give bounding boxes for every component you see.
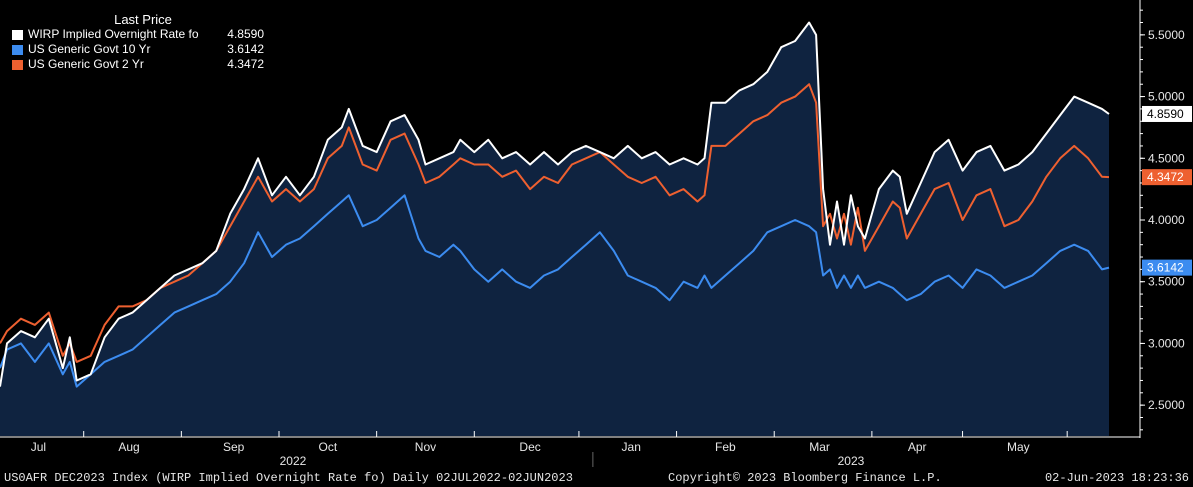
area-fill — [0, 22, 1110, 436]
y-tick-label: 5.5000 — [1148, 28, 1185, 42]
footer-timestamp: 02-Jun-2023 18:23:36 — [1044, 471, 1189, 485]
x-year-label: 2023 — [838, 454, 865, 467]
footer-security-info: US0AFR DEC2023 Index (WIRP Implied Overn… — [4, 471, 573, 485]
last-value-label-govt10: 3.6142 — [1142, 259, 1192, 276]
last-value-text: 4.8590 — [1147, 107, 1184, 121]
legend-header: Last Price — [114, 12, 172, 27]
y-tick-label: 4.0000 — [1148, 213, 1185, 227]
legend-label: US Generic Govt 2 Yr — [28, 57, 144, 71]
last-value-box — [1142, 169, 1192, 186]
last-value-box — [1142, 259, 1192, 276]
x-month-label: Apr — [908, 440, 927, 454]
footer-copyright: Copyright© 2023 Bloomberg Finance L.P. — [668, 471, 942, 485]
legend-value: 3.6142 — [227, 42, 264, 56]
last-value-box — [1142, 105, 1192, 122]
footer-bar: US0AFR DEC2023 Index (WIRP Implied Overn… — [0, 467, 1193, 487]
x-month-label: Feb — [715, 440, 736, 454]
x-year-label: 2022 — [280, 454, 307, 467]
legend-label: US Generic Govt 10 Yr — [28, 42, 151, 56]
legend-swatch — [12, 30, 23, 40]
last-value-text: 4.3472 — [1147, 170, 1184, 184]
legend: Last Price WIRP Implied Overnight Rate f… — [4, 8, 272, 82]
series-line-govt10 — [0, 194, 1110, 388]
x-month-label: Sep — [223, 440, 245, 454]
y-tick-label: 5.0000 — [1148, 90, 1185, 104]
y-tick-label: 4.5000 — [1148, 151, 1185, 165]
legend-item-govt10: US Generic Govt 10 Yr 3.6142 — [4, 42, 272, 57]
yield-chart: 2.5000 3.0000 3.5000 4.0000 4.5000 5.0000 5.50… — [0, 0, 1192, 467]
legend-value: 4.8590 — [227, 27, 264, 41]
series-line-wirp — [0, 21, 1110, 387]
legend-swatch — [12, 60, 23, 70]
x-month-label: Mar — [809, 440, 830, 454]
y-tick-label: 3.5000 — [1148, 275, 1185, 289]
legend-swatch — [12, 45, 23, 55]
last-value-label-wirp: 4.8590 — [1142, 105, 1192, 122]
x-month-label: Oct — [318, 440, 337, 454]
x-month-label: Jul — [31, 440, 46, 454]
last-value-label-govt2: 4.3472 — [1142, 169, 1192, 186]
plot-layer — [0, 21, 1110, 436]
legend-item-govt2: US Generic Govt 2 Yr 4.3472 — [4, 57, 272, 72]
y-tick-label: 2.5000 — [1148, 398, 1185, 412]
legend-value: 4.3472 — [227, 57, 264, 71]
x-month-label: May — [1007, 440, 1030, 454]
x-month-label: Aug — [118, 440, 139, 454]
x-month-label: Nov — [415, 440, 436, 454]
y-tick-label: 3.0000 — [1148, 336, 1185, 350]
x-month-label: Dec — [519, 440, 540, 454]
series-line-govt2 — [0, 83, 1110, 363]
x-month-label: Jan — [622, 440, 641, 454]
axis-layer: 2.5000 3.0000 3.5000 4.0000 4.5000 5.0000 5.50… — [0, 0, 1185, 467]
last-value-text: 3.6142 — [1147, 261, 1184, 275]
legend-label: WIRP Implied Overnight Rate fo — [28, 27, 199, 41]
label-layer: 4.8590 3.6142 4.3472 — [1142, 105, 1192, 276]
legend-item-wirp: WIRP Implied Overnight Rate fo 4.8590 — [4, 27, 272, 42]
